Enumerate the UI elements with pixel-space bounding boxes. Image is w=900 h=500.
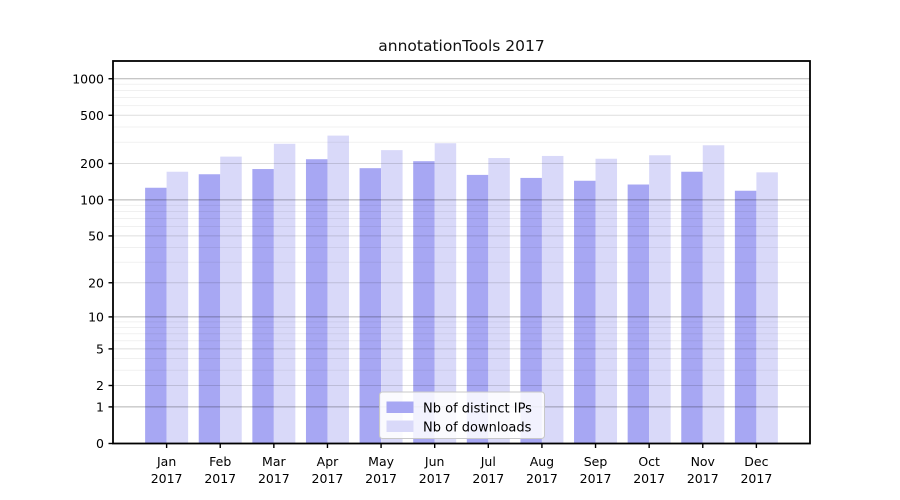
bar-distinct-ips-jul — [466, 174, 489, 444]
bar-downloads-feb — [220, 156, 242, 444]
y-tick-label-2: 2 — [96, 378, 104, 393]
plot-border — [112, 60, 811, 445]
axes-layer — [108, 60, 811, 448]
bar-distinct-ips-aug — [520, 177, 542, 444]
x-tick-label-year-jun: 2017 — [419, 471, 451, 486]
bar-downloads-oct — [649, 155, 671, 444]
bar-downloads-aug — [541, 155, 564, 444]
bar-downloads-may — [381, 150, 403, 444]
x-tick-label-month-jul: Jul — [480, 454, 496, 469]
legend-label-downloads: Nb of downloads — [423, 421, 532, 436]
x-tick-label-month-dec: Dec — [744, 454, 768, 469]
y-tick-label-1: 1 — [96, 399, 104, 414]
bar-downloads-jan — [166, 171, 189, 444]
bar-downloads-mar — [273, 143, 296, 444]
y-tick-label-10: 10 — [88, 309, 104, 324]
x-tick-label-month-jun: Jun — [424, 454, 445, 469]
x-tick-label-year-apr: 2017 — [312, 471, 344, 486]
bar-distinct-ips-feb — [198, 174, 221, 444]
y-tick-label-500: 500 — [80, 108, 104, 123]
y-tick-label-100: 100 — [80, 192, 104, 207]
bar-downloads-dec — [756, 172, 778, 444]
y-tick-label-0: 0 — [96, 436, 104, 451]
tick-labels-layer: 0 1 2 5 10 20 50 100 200 500 1000 Jan 2017 Feb 2017 Mar… — [72, 71, 772, 486]
y-tick-label-1000: 1000 — [72, 71, 104, 86]
bar-distinct-ips-mar — [252, 169, 274, 444]
x-tick-label-month-mar: Mar — [262, 454, 286, 469]
x-tick-label-year-aug: 2017 — [526, 471, 558, 486]
legend: Nb of distinct IPs Nb of downloads — [379, 391, 545, 439]
x-tick-label-year-may: 2017 — [365, 471, 397, 486]
bar-distinct-ips-oct — [627, 184, 650, 444]
bar-downloads-jun — [434, 143, 457, 444]
bar-distinct-ips-jan — [145, 187, 167, 444]
legend-swatch-downloads — [386, 420, 414, 432]
x-tick-label-year-oct: 2017 — [633, 471, 665, 486]
x-tick-label-year-nov: 2017 — [687, 471, 719, 486]
x-tick-label-year-feb: 2017 — [204, 471, 236, 486]
x-tick-label-year-mar: 2017 — [258, 471, 290, 486]
bar-distinct-ips-sep — [574, 180, 596, 444]
x-tick-label-month-apr: Apr — [317, 454, 339, 469]
x-tick-label-month-aug: Aug — [530, 454, 554, 469]
gridlines-layer — [113, 78, 810, 408]
x-tick-label-month-nov: Nov — [691, 454, 716, 469]
y-tick-label-50: 50 — [88, 228, 104, 243]
legend-swatch-distinct-ips — [386, 401, 414, 413]
x-tick-label-month-jan: Jan — [156, 454, 176, 469]
x-tick-label-year-jan: 2017 — [151, 471, 183, 486]
bar-distinct-ips-apr — [305, 159, 328, 444]
y-tick-label-20: 20 — [88, 275, 104, 290]
y-tick-label-5: 5 — [96, 341, 104, 356]
x-tick-label-month-oct: Oct — [638, 454, 660, 469]
bar-distinct-ips-may — [359, 168, 382, 444]
x-tick-label-year-jul: 2017 — [472, 471, 504, 486]
x-tick-label-year-sep: 2017 — [580, 471, 612, 486]
y-tick-label-200: 200 — [80, 156, 104, 171]
x-tick-label-month-may: May — [368, 454, 394, 469]
x-tick-label-month-feb: Feb — [209, 454, 231, 469]
legend-box — [379, 391, 545, 439]
x-tick-label-year-dec: 2017 — [740, 471, 772, 486]
bar-distinct-ips-jun — [413, 161, 435, 444]
bar-downloads-jul — [488, 158, 510, 444]
legend-label-distinct-ips: Nb of distinct IPs — [423, 402, 532, 417]
bars-layer — [145, 135, 778, 444]
bar-downloads-apr — [327, 135, 349, 444]
bar-distinct-ips-nov — [681, 171, 703, 444]
bar-distinct-ips-dec — [734, 190, 757, 444]
bar-downloads-nov — [702, 145, 725, 444]
chart-title: annotationTools 2017 — [378, 37, 544, 55]
x-tick-label-month-sep: Sep — [584, 454, 608, 469]
bar-downloads-sep — [595, 158, 618, 444]
